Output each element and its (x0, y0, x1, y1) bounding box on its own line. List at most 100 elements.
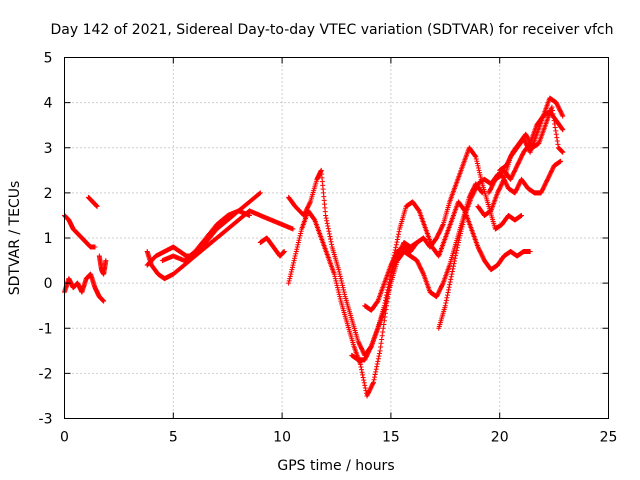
data-point-marker (438, 284, 444, 290)
data-point-marker (335, 287, 341, 293)
data-point-marker (475, 244, 481, 250)
data-point-marker (509, 152, 515, 158)
data-point-marker (471, 190, 477, 196)
data-point-marker (437, 227, 443, 233)
data-point-marker (415, 260, 421, 266)
data-point-marker (331, 271, 337, 277)
data-point-marker (553, 128, 559, 134)
data-point-marker (547, 171, 553, 177)
data-point-marker (548, 170, 554, 176)
data-point-marker (503, 181, 509, 187)
data-point-marker (524, 135, 530, 141)
data-point-marker (515, 184, 521, 190)
data-point-marker (541, 183, 547, 189)
y-tick-label: -2 (39, 366, 53, 382)
x-tick-label: 20 (491, 430, 509, 446)
data-point-marker (550, 111, 556, 117)
data-point-marker (366, 388, 372, 394)
data-point-marker (323, 215, 329, 221)
data-point-marker (479, 190, 485, 196)
data-point-marker (442, 303, 448, 309)
data-point-marker (419, 269, 425, 275)
data-point-marker (456, 237, 462, 243)
data-point-marker (420, 270, 426, 276)
data-point-marker (286, 280, 292, 286)
data-point-marker (491, 179, 497, 185)
data-point-marker (326, 231, 332, 237)
data-point-marker (382, 305, 388, 311)
x-tick-label: 5 (169, 430, 178, 446)
data-point-marker (325, 226, 331, 232)
data-point-marker (508, 154, 514, 160)
data-point-marker (378, 344, 384, 350)
data-point-marker (287, 273, 293, 279)
data-point-marker (539, 189, 545, 195)
data-point-marker (455, 240, 461, 246)
data-point-marker (298, 228, 304, 234)
data-point-marker (385, 294, 391, 300)
data-point-marker (326, 228, 332, 234)
data-point-marker (555, 103, 561, 109)
data-point-marker (446, 284, 452, 290)
chart-title: Day 142 of 2021, Sidereal Day-to-day VTE… (50, 22, 613, 38)
data-point-marker (460, 219, 466, 225)
data-point-marker (472, 153, 478, 159)
data-point-marker (307, 200, 313, 206)
data-point-marker (477, 249, 483, 255)
data-point-marker (417, 264, 423, 270)
data-point-marker (434, 234, 440, 240)
data-point-marker (514, 185, 520, 191)
data-point-marker (519, 153, 525, 159)
data-point-marker (367, 386, 373, 392)
data-point-marker (510, 171, 516, 177)
data-point-marker (294, 246, 300, 252)
data-point-marker (508, 176, 514, 182)
data-point-marker (448, 276, 454, 282)
data-point-marker (479, 252, 485, 258)
data-point-marker (496, 188, 502, 194)
data-point-marker (338, 278, 344, 284)
data-point-marker (415, 259, 421, 265)
data-point-marker (337, 271, 343, 277)
series-track-j (286, 199, 533, 399)
data-point-marker (387, 285, 393, 291)
data-point-marker (384, 296, 390, 302)
data-point-marker (434, 294, 440, 300)
data-point-marker (333, 278, 339, 284)
data-point-marker (288, 271, 294, 277)
data-point-marker (306, 201, 312, 207)
data-point-marker (356, 341, 362, 347)
data-point-marker (469, 193, 475, 199)
data-point-marker (355, 339, 361, 345)
data-point-marker (332, 276, 338, 282)
data-point-marker (246, 212, 252, 218)
data-point-marker (288, 269, 294, 275)
data-point-marker (473, 185, 479, 191)
data-point-marker (504, 161, 510, 167)
series-track-l (362, 240, 420, 313)
data-point-marker (437, 228, 443, 234)
data-point-marker (518, 155, 524, 161)
x-axis-label: GPS time / hours (277, 458, 394, 474)
data-point-marker (495, 190, 501, 196)
data-point-marker (394, 239, 400, 245)
data-point-marker (524, 133, 530, 139)
data-point-marker (377, 348, 383, 354)
data-point-marker (454, 245, 460, 251)
x-tick-label: 25 (600, 430, 618, 446)
data-point-marker (336, 289, 342, 295)
data-point-marker (456, 235, 462, 241)
data-point-marker (476, 246, 482, 252)
data-point-marker (468, 194, 474, 200)
data-point-marker (474, 158, 480, 164)
data-point-marker (360, 375, 366, 381)
data-point-marker (556, 105, 562, 111)
data-point-marker (337, 273, 343, 279)
data-point-marker (367, 347, 373, 353)
data-point-marker (390, 258, 396, 264)
data-point-marker (292, 255, 298, 261)
data-point-marker (395, 234, 401, 240)
data-point-marker (438, 225, 444, 231)
data-point-marker (491, 180, 497, 186)
data-point-marker (360, 348, 366, 354)
